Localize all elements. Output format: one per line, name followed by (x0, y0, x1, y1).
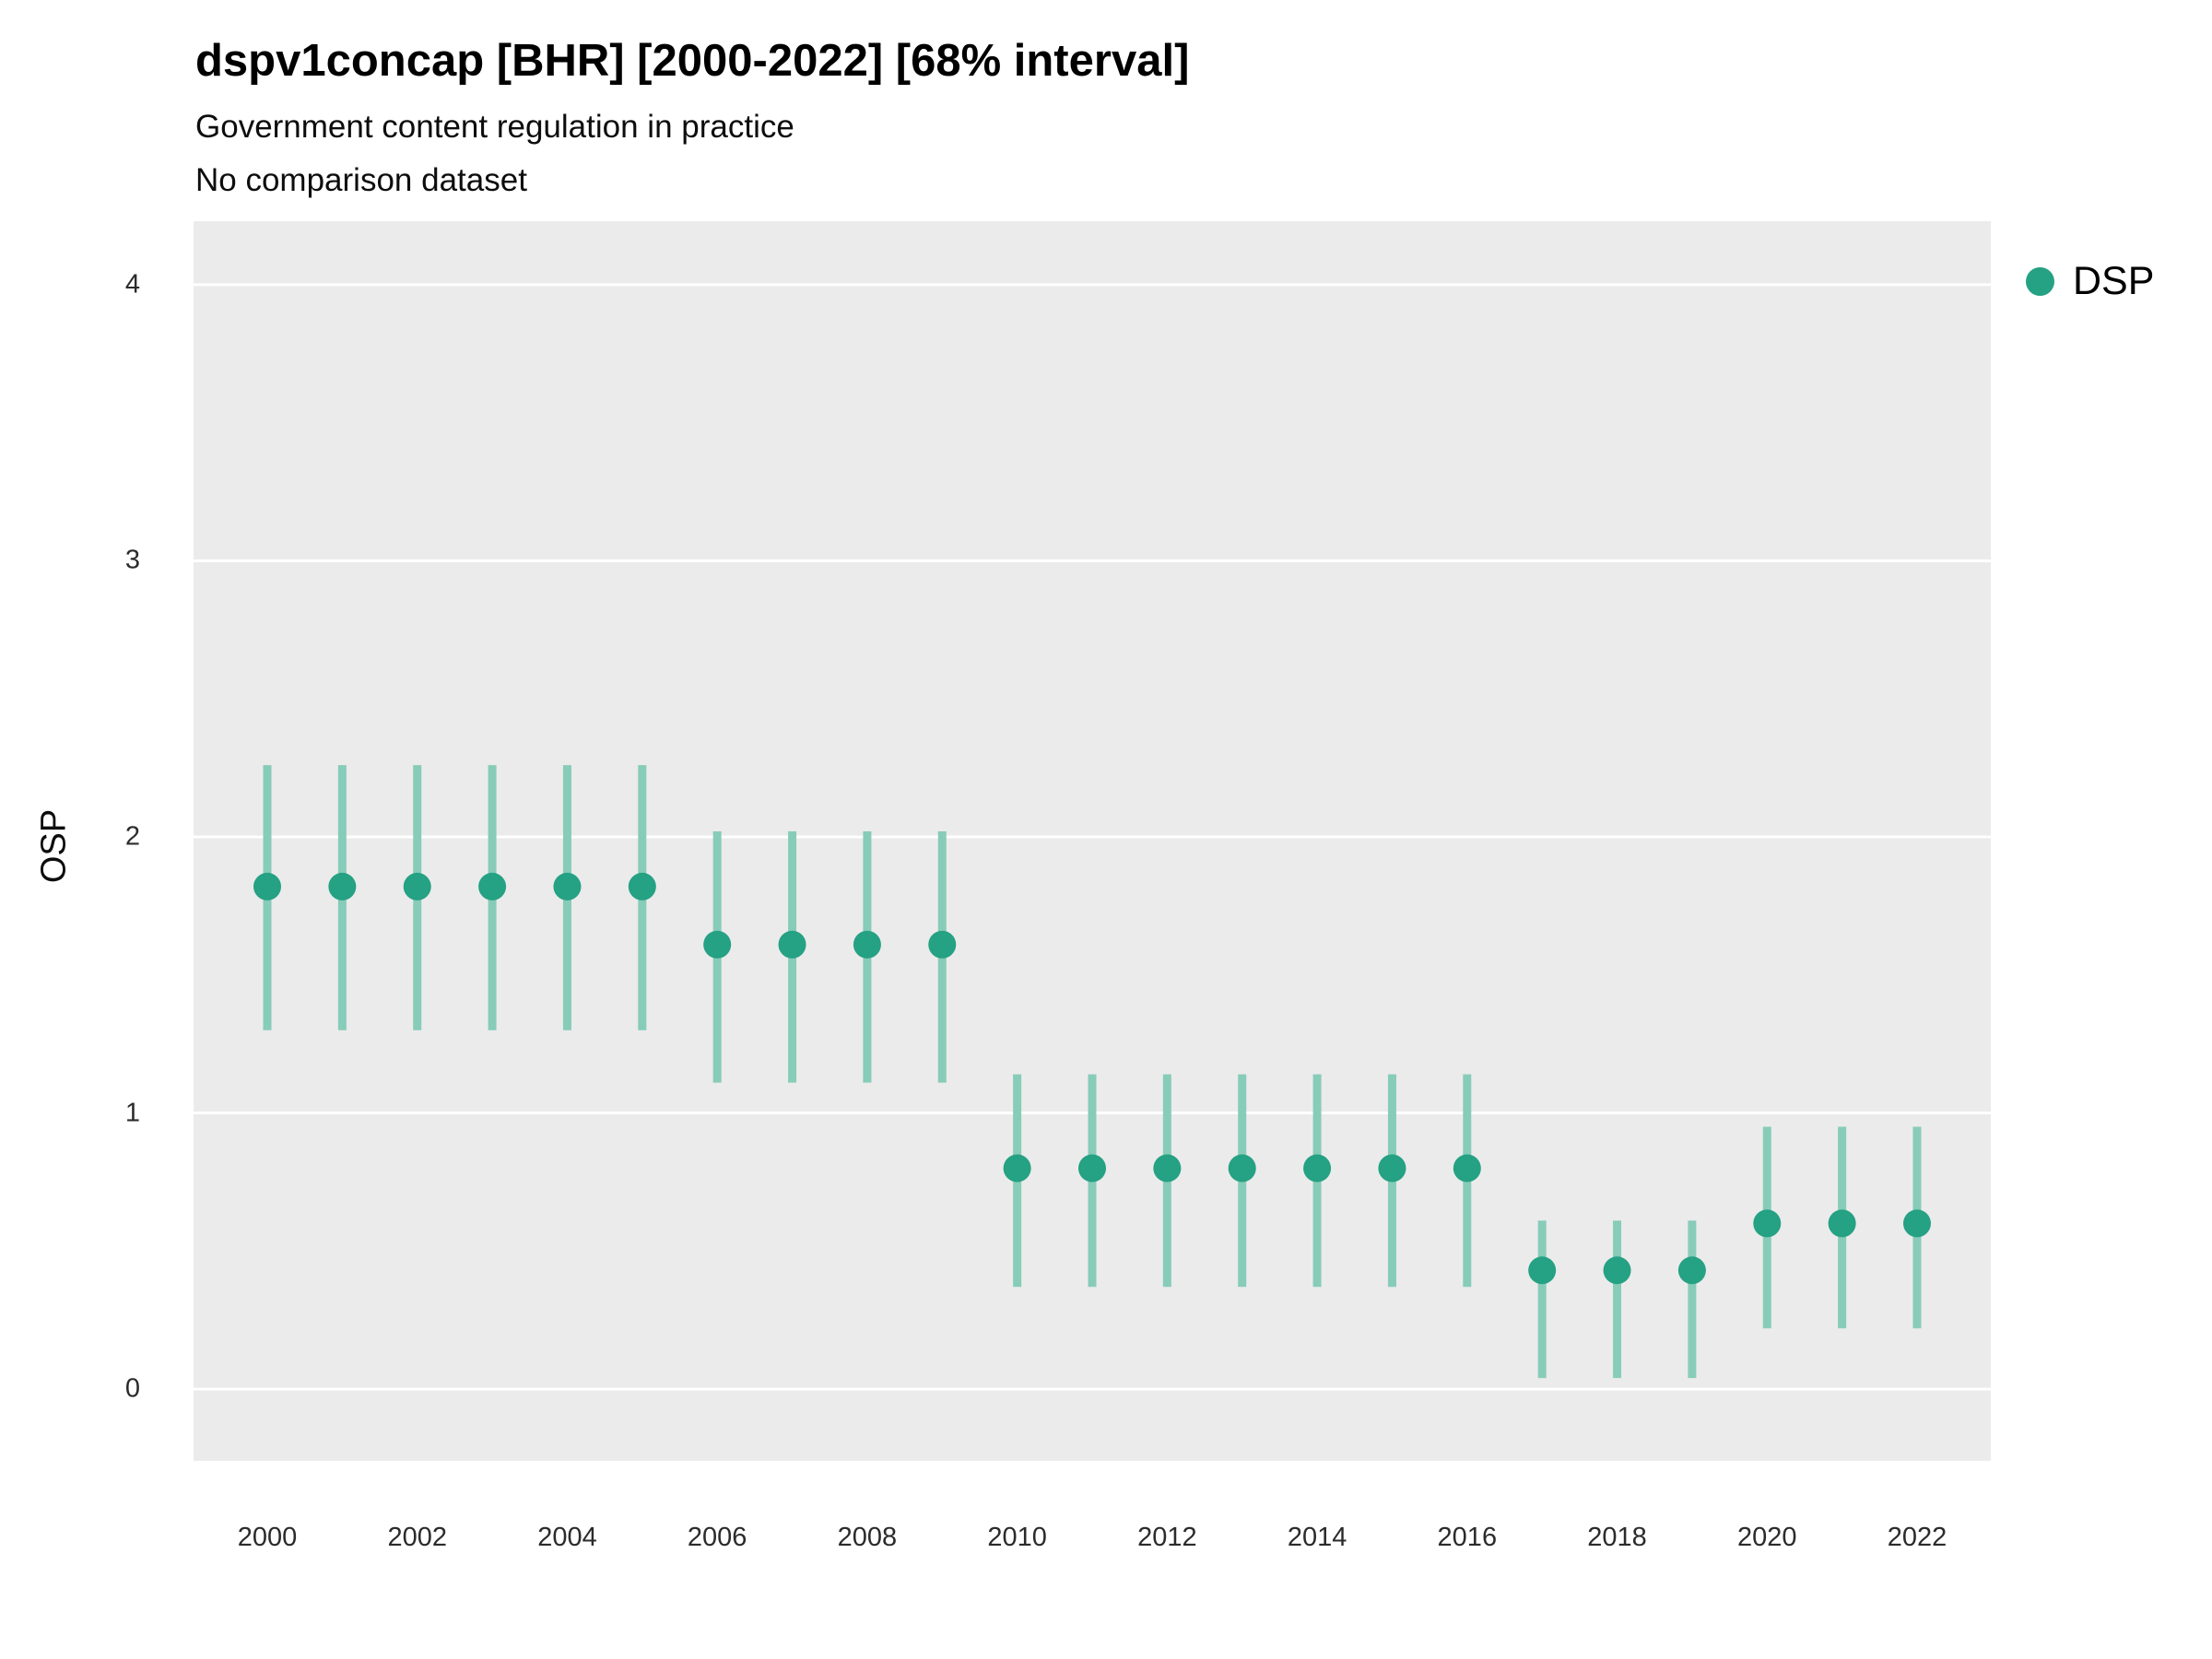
point-2007 (778, 930, 806, 959)
y-tick-label-1: 1 (124, 1098, 140, 1128)
x-tick-label-2022: 2022 (1887, 1523, 1947, 1552)
x-tick-label-2008: 2008 (837, 1523, 898, 1552)
x-tick-label-2006: 2006 (687, 1523, 747, 1552)
x-tick-label-2010: 2010 (987, 1523, 1047, 1552)
x-tick-label-2004: 2004 (537, 1523, 597, 1552)
point-2015 (1378, 1154, 1406, 1182)
point-2002 (403, 872, 431, 900)
point-2011 (1078, 1154, 1106, 1182)
point-2006 (703, 930, 732, 959)
chart-subtitle: Government content regulation in practic… (195, 109, 794, 145)
y-tick-label-0: 0 (124, 1373, 140, 1404)
point-2004 (553, 872, 582, 900)
plot-panel (194, 221, 1991, 1461)
plot-svg (194, 283, 1991, 1391)
legend: DSP (2026, 259, 2154, 304)
chart-subtitle-secondary: No comparison dataset (195, 162, 527, 198)
point-2021 (1828, 1209, 1856, 1238)
x-tick-label-2002: 2002 (387, 1523, 447, 1552)
x-tick-label-2012: 2012 (1137, 1523, 1197, 1552)
x-tick-label-2014: 2014 (1287, 1523, 1347, 1552)
legend-dsp-marker-icon (2026, 267, 2054, 296)
x-tick-label-2000: 2000 (237, 1523, 298, 1552)
point-2003 (478, 872, 507, 900)
chart-title: dspv1concap [BHR] [2000-2022] [68% inter… (195, 36, 1190, 86)
point-2014 (1303, 1154, 1332, 1182)
y-tick-label-3: 3 (124, 545, 140, 575)
point-2012 (1153, 1154, 1182, 1182)
y-tick-label-4: 4 (124, 269, 140, 300)
legend-dsp-label: DSP (2073, 259, 2155, 303)
point-2008 (853, 930, 881, 959)
point-2017 (1528, 1256, 1557, 1285)
x-tick-label-2018: 2018 (1587, 1523, 1647, 1552)
point-2000 (253, 872, 281, 900)
x-tick-label-2020: 2020 (1737, 1523, 1797, 1552)
point-2009 (928, 930, 957, 959)
point-2019 (1677, 1256, 1706, 1285)
y-tick-label-2: 2 (124, 821, 140, 852)
point-2001 (328, 872, 357, 900)
point-2010 (1003, 1154, 1031, 1182)
point-2018 (1603, 1256, 1631, 1285)
point-2005 (628, 872, 656, 900)
point-2022 (1903, 1209, 1931, 1238)
point-2016 (1453, 1154, 1481, 1182)
point-2020 (1753, 1209, 1782, 1238)
point-2013 (1228, 1154, 1256, 1182)
x-tick-label-2016: 2016 (1437, 1523, 1498, 1552)
